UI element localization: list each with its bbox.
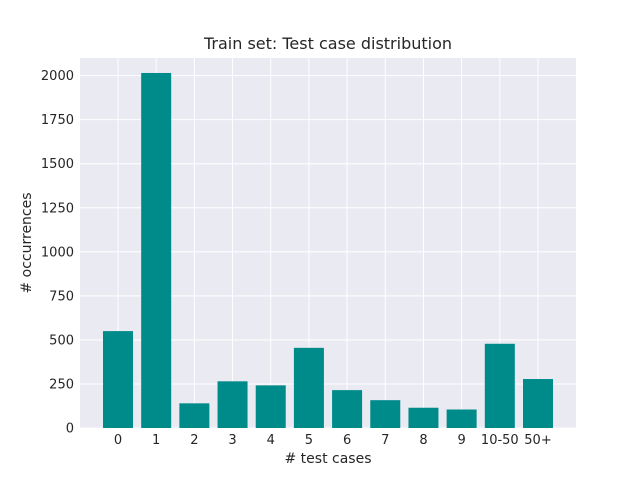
x-axis-label: # test cases bbox=[285, 451, 372, 467]
bar-50+ bbox=[523, 379, 553, 428]
y-tick-label: 2000 bbox=[41, 69, 74, 84]
y-tick-label: 500 bbox=[49, 333, 74, 348]
bar-9 bbox=[446, 409, 477, 428]
x-tick-label: 1 bbox=[152, 433, 160, 448]
bar-10-50 bbox=[484, 343, 515, 428]
bar-4 bbox=[255, 385, 286, 428]
x-tick-label: 6 bbox=[343, 433, 351, 448]
x-tick-label: 50+ bbox=[524, 433, 551, 448]
x-tick-label: 10-50 bbox=[481, 433, 519, 448]
x-tick-label: 5 bbox=[305, 433, 313, 448]
y-tick-label: 750 bbox=[49, 289, 74, 304]
y-tick-label: 0 bbox=[66, 422, 74, 437]
y-tick-labels: 0 250 500 750 1000 1250 1500 1750 2000 bbox=[41, 69, 74, 436]
y-tick-label: 1000 bbox=[41, 245, 74, 260]
bar-6 bbox=[332, 390, 363, 428]
chart-title: Train set: Test case distribution bbox=[203, 34, 452, 53]
y-tick-label: 1500 bbox=[41, 157, 74, 172]
bar-7 bbox=[370, 400, 401, 428]
bar-5 bbox=[293, 347, 324, 428]
y-tick-label: 250 bbox=[49, 377, 74, 392]
bar-3 bbox=[217, 381, 248, 428]
x-tick-label: 2 bbox=[190, 433, 198, 448]
x-tick-label: 3 bbox=[228, 433, 236, 448]
bar-8 bbox=[408, 407, 439, 428]
y-axis-label: # occurrences bbox=[19, 192, 35, 293]
x-tick-label: 0 bbox=[114, 433, 122, 448]
bar-0 bbox=[103, 331, 133, 428]
x-tick-label: 9 bbox=[457, 433, 465, 448]
bars bbox=[103, 72, 553, 428]
x-tick-label: 8 bbox=[419, 433, 427, 448]
bar-1 bbox=[141, 72, 172, 428]
x-tick-labels: 0 1 2 3 4 5 6 7 8 9 10-50 50+ bbox=[114, 433, 552, 448]
x-tick-label: 7 bbox=[381, 433, 389, 448]
x-tick-label: 4 bbox=[267, 433, 275, 448]
bar-2 bbox=[179, 403, 210, 428]
y-tick-label: 1750 bbox=[41, 113, 74, 128]
y-tick-label: 1250 bbox=[41, 201, 74, 216]
